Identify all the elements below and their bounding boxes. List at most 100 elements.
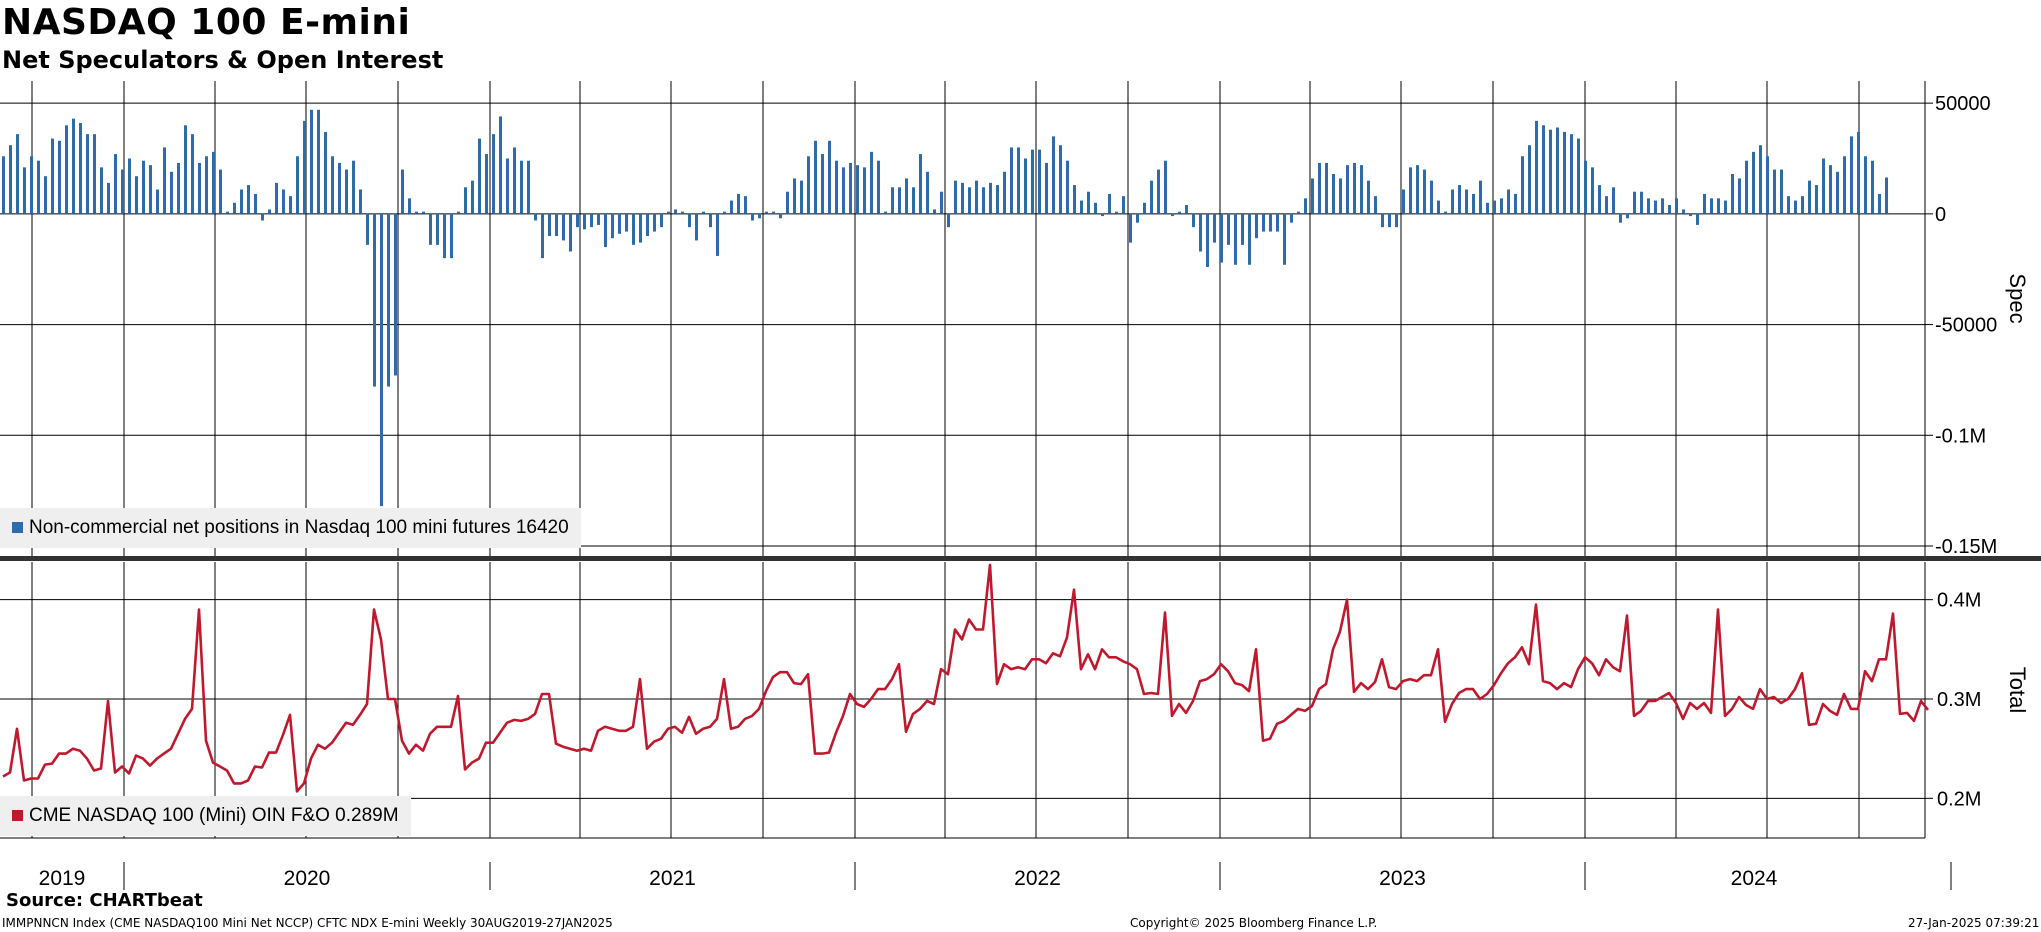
- spec-bar: [1311, 178, 1314, 214]
- spec-bar: [135, 176, 138, 214]
- spec-bar: [51, 138, 54, 214]
- spec-bar: [499, 116, 502, 214]
- spec-bar: [1766, 156, 1769, 214]
- spec-bar: [1381, 213, 1384, 228]
- spec-bar: [1570, 134, 1573, 214]
- spec-bar: [163, 147, 166, 214]
- spec-bar: [1066, 160, 1069, 214]
- legend-total: CME NASDAQ 100 (Mini) OIN F&O 0.289M: [0, 796, 411, 836]
- spec-bar: [1255, 213, 1258, 239]
- spec-bar: [1878, 193, 1881, 214]
- spec-bar: [1871, 160, 1874, 214]
- spec-bar: [1857, 131, 1860, 214]
- spec-bar: [548, 213, 551, 236]
- y-axis-title-spec: Spec: [2005, 273, 2030, 323]
- spec-bar: [891, 187, 894, 214]
- spec-bar: [331, 156, 334, 214]
- spec-bar: [2, 156, 5, 214]
- spec-bar: [1003, 171, 1006, 214]
- spec-bar: [1465, 189, 1468, 214]
- spec-bar: [100, 167, 103, 214]
- spec-bar: [1549, 129, 1552, 214]
- spec-bar: [534, 213, 537, 221]
- spec-bar: [1801, 196, 1804, 214]
- spec-bar: [1745, 160, 1748, 214]
- spec-bar: [1199, 213, 1202, 252]
- spec-bar: [142, 160, 145, 214]
- spec-bar: [765, 211, 768, 214]
- spec-bar: [1269, 213, 1272, 232]
- spec-bar: [107, 182, 110, 214]
- spec-bar: [625, 213, 628, 232]
- spec-bar: [436, 213, 439, 245]
- spec-bar: [457, 211, 460, 214]
- spec-bar: [569, 213, 572, 252]
- spec-bar: [1087, 191, 1090, 214]
- x-tick-label-year: 2021: [649, 867, 696, 890]
- spec-bar: [1864, 156, 1867, 214]
- spec-bar: [695, 213, 698, 241]
- spec-bar: [1535, 120, 1538, 214]
- spec-bar: [1178, 211, 1181, 214]
- spec-bar: [1010, 147, 1013, 214]
- x-tick-label-year: 2023: [1379, 867, 1426, 890]
- y-tick-label-spec: -50000: [1935, 315, 1997, 337]
- spec-bar: [226, 211, 229, 214]
- spec-bar: [1346, 165, 1349, 214]
- spec-bar: [464, 187, 467, 214]
- spec-bar: [345, 169, 348, 214]
- spec-bar: [1409, 167, 1412, 214]
- spec-bar: [863, 167, 866, 214]
- y-tick-label-spec: 0: [1935, 204, 1946, 226]
- spec-bar: [667, 211, 670, 214]
- spec-bar: [58, 140, 61, 214]
- spec-bar: [184, 125, 187, 214]
- spec-bar: [177, 162, 180, 214]
- source-label: Source: CHARTbeat: [6, 890, 203, 911]
- spec-bar: [1542, 125, 1545, 214]
- spec-bar: [779, 213, 782, 219]
- spec-bar: [1794, 200, 1797, 214]
- spec-bar: [1038, 149, 1041, 214]
- spec-bar: [1423, 169, 1426, 214]
- spec-bar: [268, 209, 271, 214]
- spec-bar: [338, 162, 341, 214]
- spec-bar: [1689, 213, 1692, 217]
- spec-bar: [884, 211, 887, 214]
- spec-bar: [527, 160, 530, 214]
- spec-bar: [1808, 180, 1811, 214]
- spec-bar: [856, 165, 859, 214]
- spec-bar: [1164, 160, 1167, 214]
- spec-bar: [156, 189, 159, 214]
- spec-bar: [716, 213, 719, 256]
- spec-bar: [1647, 198, 1650, 214]
- spec-bar: [849, 162, 852, 214]
- panel-divider: [0, 556, 2041, 561]
- spec-bar: [1283, 213, 1286, 265]
- y-tick-label-spec: -0.15M: [1935, 536, 1997, 558]
- spec-bar: [611, 213, 614, 239]
- spec-bar: [1703, 193, 1706, 214]
- spec-bar: [1458, 185, 1461, 214]
- spec-bar: [1430, 180, 1433, 214]
- spec-bar: [604, 213, 607, 248]
- spec-bar: [1297, 211, 1300, 214]
- spec-bar: [1584, 160, 1587, 214]
- spec-bar: [1276, 213, 1279, 232]
- spec-bar: [247, 185, 250, 214]
- spec-bar: [954, 180, 957, 214]
- spec-bar: [1045, 162, 1048, 214]
- spec-bar: [443, 213, 446, 259]
- spec-bar: [1759, 145, 1762, 214]
- spec-bar: [1192, 213, 1195, 228]
- spec-bar: [429, 213, 432, 245]
- spec-bar: [1325, 162, 1328, 214]
- spec-bar: [1633, 191, 1636, 214]
- spec-bar: [1024, 158, 1027, 214]
- spec-bar: [415, 211, 418, 214]
- spec-bar: [37, 160, 40, 214]
- spec-bar: [1696, 213, 1699, 225]
- spec-bar: [282, 189, 285, 214]
- spec-bar: [870, 151, 873, 214]
- spec-bar: [968, 187, 971, 214]
